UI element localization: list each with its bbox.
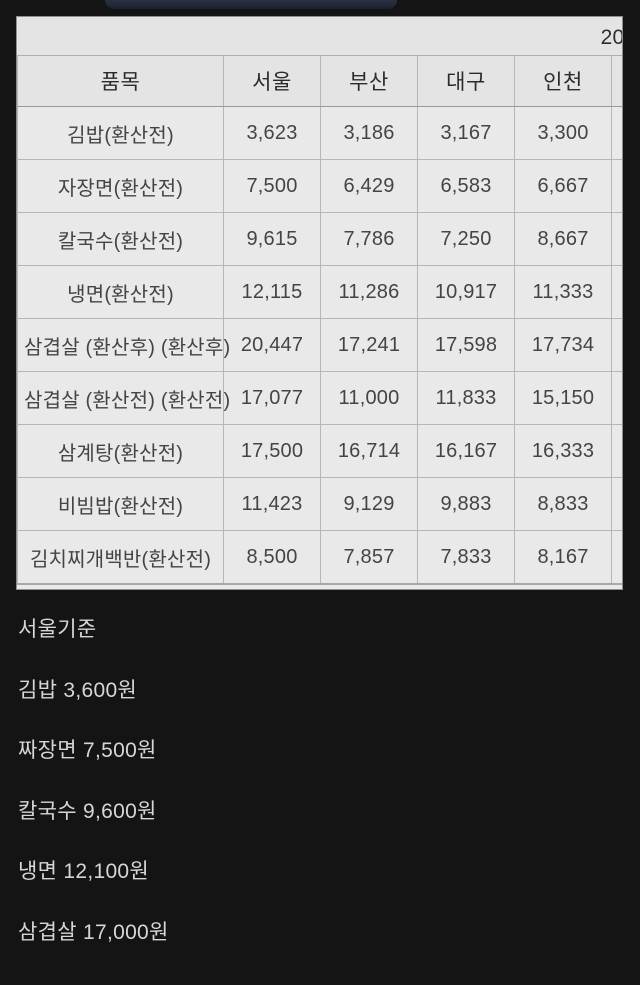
cell-price-seoul: 11,423 [223, 477, 321, 531]
table-footer-row [17, 583, 622, 589]
note-line: 냉면 12,100원 [18, 860, 150, 883]
cell-price-busan: 6,429 [320, 159, 418, 213]
note-line: 김밥 3,600원 [18, 678, 138, 702]
cell-price-busan: 11,286 [320, 265, 418, 319]
table-row: 삼겹살 (환산후) (환산후) 20,447 17,241 17,598 17,734 [17, 318, 622, 372]
cell-price-incheon: 11,333 [514, 265, 612, 319]
cell-price-incheon: 8,667 [514, 212, 612, 266]
cell-clipped [610, 371, 622, 425]
cell-price-seoul: 3,623 [223, 106, 321, 160]
column-header-incheon: 인천 [514, 55, 612, 107]
cell-item-name: 자장면(환산전) [17, 159, 224, 213]
note-line: 서울기준 [18, 618, 97, 641]
cell-clipped [610, 477, 622, 531]
column-header-item: 품목 [17, 55, 224, 107]
cell-item-name: 삼계탕(환산전) [17, 424, 224, 478]
cell-price-daegu: 3,167 [417, 106, 515, 160]
cell-price-daegu: 7,250 [417, 212, 515, 266]
cell-item-name: 삼겹살 (환산후) (환산후) [17, 318, 230, 372]
column-header-seoul: 서울 [223, 55, 321, 107]
table-footer-cell [17, 583, 622, 589]
table-row: 칼국수(환산전) 9,615 7,786 7,250 8,667 [17, 212, 622, 266]
table-header-row: 품목 서울 부산 대구 인천 [17, 55, 622, 107]
cell-clipped [610, 318, 622, 372]
cell-clipped [610, 159, 622, 213]
price-table-image: 2025-04월 품목 서울 부산 대구 인천 김밥(환산전)3,6233,18… [17, 17, 622, 589]
cell-item-name: 비빔밥(환산전) [17, 477, 224, 531]
table-date-label: 2025-04월 [17, 17, 622, 56]
column-header-clipped [610, 55, 622, 107]
note-line: 짜장면 7,500원 [18, 739, 157, 762]
cell-price-incheon: 8,167 [514, 530, 612, 585]
cell-clipped [610, 265, 622, 319]
note-line: 칼국수 9,600원 [18, 799, 157, 823]
table-title-row: 2025-04월 [17, 17, 622, 56]
cell-price-daegu: 16,167 [417, 424, 515, 478]
table-row: 김밥(환산전) 3,623 3,186 3,167 3,300 [17, 106, 622, 160]
cell-price-daegu: 7,833 [417, 530, 515, 585]
cell-price-incheon: 6,667 [514, 159, 612, 213]
cell-price-busan: 9,129 [320, 477, 418, 531]
cell-price-seoul: 17,077 [223, 371, 321, 425]
cell-price-busan: 16,714 [320, 424, 418, 478]
cell-price-busan: 7,786 [320, 212, 418, 266]
column-header-busan: 부산 [320, 55, 418, 107]
cell-price-seoul: 20,447 [223, 318, 321, 372]
cell-item-name: 김밥(환산전) [17, 106, 224, 160]
cell-item-name: 냉면(환산전) [17, 265, 224, 319]
cell-price-incheon: 17,734 [514, 318, 612, 372]
cell-clipped [610, 530, 622, 585]
note-line: 삼겹살 17,000원 [18, 920, 169, 944]
cell-price-busan: 17,241 [320, 318, 418, 372]
cell-price-busan: 3,186 [320, 106, 418, 160]
table-row: 비빔밥(환산전) 11,423 9,129 9,883 8,833 [17, 477, 622, 531]
cell-price-seoul: 7,500 [223, 159, 321, 213]
cell-price-seoul: 17,500 [223, 424, 321, 478]
cell-price-seoul: 8,500 [223, 530, 321, 585]
table-row: 삼계탕(환산전) 17,500 16,714 16,167 16,333 [17, 424, 622, 478]
cell-price-seoul: 9,615 [223, 212, 321, 266]
cell-price-daegu: 11,833 [417, 371, 515, 425]
cell-item-name: 삼겹살 (환산전) (환산전) [17, 371, 230, 425]
cell-price-daegu: 10,917 [417, 265, 515, 319]
cell-price-seoul: 12,115 [223, 265, 321, 319]
cell-price-daegu: 6,583 [417, 159, 515, 213]
cell-price-incheon: 16,333 [514, 424, 612, 478]
column-header-daegu: 대구 [417, 55, 515, 107]
price-table: 2025-04월 품목 서울 부산 대구 인천 김밥(환산전)3,6233,18… [17, 17, 622, 589]
table-row: 냉면(환산전) 12,115 11,286 10,917 11,333 [17, 265, 622, 319]
cell-price-daegu: 17,598 [417, 318, 515, 372]
cell-item-name: 칼국수(환산전) [17, 212, 224, 266]
cell-price-incheon: 15,150 [514, 371, 612, 425]
cell-price-incheon: 8,833 [514, 477, 612, 531]
table-row: 김치찌개백반(환산전) 8,500 7,857 7,833 8,167 [17, 530, 622, 585]
cell-clipped [610, 424, 622, 478]
table-row: 삼겹살 (환산전) (환산전) 17,077 11,000 11,833 15,150 [17, 371, 622, 425]
cell-price-busan: 11,000 [320, 371, 418, 425]
cell-price-incheon: 3,300 [514, 106, 612, 160]
table-row: 자장면(환산전) 7,500 6,429 6,583 6,667 [17, 159, 622, 213]
cell-clipped [610, 106, 622, 160]
cell-item-name: 김치찌개백반(환산전) [17, 530, 224, 585]
cell-price-daegu: 9,883 [417, 477, 515, 531]
cell-price-busan: 7,857 [320, 530, 418, 585]
top-app-bar-sliver [105, 0, 397, 9]
caption-note-block: 서울기준 김밥 3,600원 짜장면 7,500원 칼국수 9,600원 냉면 … [0, 600, 640, 963]
cell-clipped [610, 212, 622, 266]
